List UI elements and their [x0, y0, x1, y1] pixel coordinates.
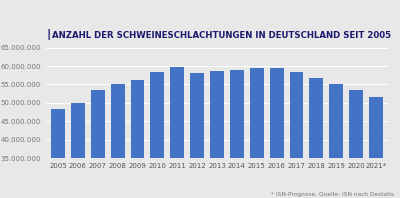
Bar: [170, 67, 184, 198]
Bar: [150, 71, 164, 198]
Bar: [290, 72, 304, 198]
Bar: [270, 68, 284, 198]
Text: ANZAHL DER SCHWEINESCHLACHTUNGEN IN DEUTSCHLAND SEIT 2005: ANZAHL DER SCHWEINESCHLACHTUNGEN IN DEUT…: [52, 31, 391, 40]
Bar: [190, 73, 204, 198]
Bar: [369, 97, 383, 198]
Bar: [130, 80, 144, 198]
Bar: [71, 103, 85, 198]
Bar: [210, 71, 224, 198]
Bar: [111, 85, 124, 198]
Bar: [349, 90, 363, 198]
Text: * ISN-Prognose, Quelle: ISN nach Destatis: * ISN-Prognose, Quelle: ISN nach Destati…: [271, 192, 394, 197]
Bar: [230, 70, 244, 198]
Bar: [329, 84, 343, 198]
Bar: [51, 109, 65, 198]
Bar: [91, 90, 105, 198]
Text: |: |: [46, 29, 50, 40]
Bar: [310, 78, 323, 198]
Bar: [250, 68, 264, 198]
